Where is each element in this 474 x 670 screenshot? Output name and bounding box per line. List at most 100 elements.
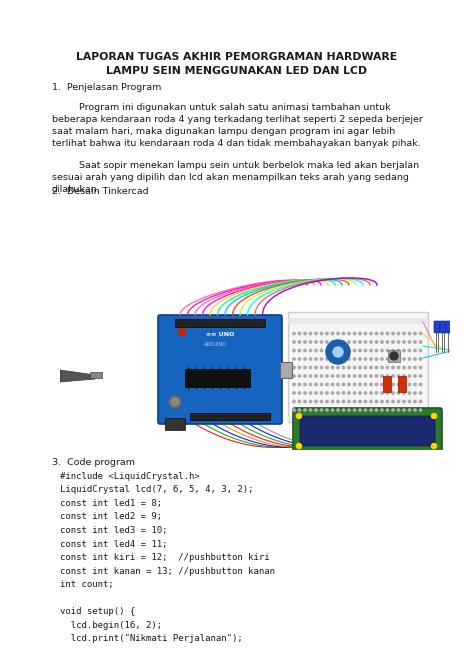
FancyBboxPatch shape — [440, 321, 446, 333]
Text: const int led2 = 9;: const int led2 = 9; — [60, 513, 162, 521]
Circle shape — [381, 409, 383, 411]
Circle shape — [315, 400, 317, 403]
Circle shape — [419, 358, 422, 360]
Circle shape — [353, 332, 356, 335]
Circle shape — [315, 409, 317, 411]
Circle shape — [397, 375, 400, 377]
FancyBboxPatch shape — [446, 321, 452, 333]
Circle shape — [392, 409, 394, 411]
Circle shape — [408, 332, 410, 335]
Circle shape — [348, 358, 350, 360]
Circle shape — [304, 341, 306, 343]
Circle shape — [408, 392, 410, 394]
Circle shape — [331, 392, 334, 394]
Circle shape — [359, 392, 361, 394]
Circle shape — [381, 400, 383, 403]
Circle shape — [304, 349, 306, 352]
Circle shape — [375, 358, 378, 360]
Circle shape — [375, 341, 378, 343]
Circle shape — [304, 332, 306, 335]
Circle shape — [359, 341, 361, 343]
Circle shape — [320, 332, 323, 335]
Circle shape — [304, 375, 306, 377]
Circle shape — [397, 341, 400, 343]
Circle shape — [392, 400, 394, 403]
Circle shape — [397, 383, 400, 386]
Circle shape — [375, 366, 378, 368]
Circle shape — [348, 392, 350, 394]
Circle shape — [408, 366, 410, 368]
Circle shape — [370, 349, 372, 352]
Circle shape — [353, 349, 356, 352]
Polygon shape — [60, 370, 95, 382]
Text: const int kanan = 13; //pushbutton kanan: const int kanan = 13; //pushbutton kanan — [60, 567, 275, 576]
Circle shape — [386, 332, 389, 335]
Circle shape — [310, 392, 312, 394]
Circle shape — [386, 375, 389, 377]
Circle shape — [326, 366, 328, 368]
Bar — [280, 362, 292, 378]
Circle shape — [320, 400, 323, 403]
Circle shape — [386, 409, 389, 411]
Circle shape — [414, 366, 416, 368]
Text: LAPORAN TUGAS AKHIR PEMORGRAMAN HARDWARE: LAPORAN TUGAS AKHIR PEMORGRAMAN HARDWARE — [76, 52, 398, 62]
Circle shape — [331, 375, 334, 377]
Circle shape — [403, 375, 405, 377]
Circle shape — [414, 392, 416, 394]
Circle shape — [375, 375, 378, 377]
Circle shape — [326, 332, 328, 335]
Bar — [288, 416, 428, 422]
Circle shape — [392, 375, 394, 377]
Circle shape — [353, 392, 356, 394]
Circle shape — [370, 375, 372, 377]
Circle shape — [419, 366, 422, 368]
Circle shape — [348, 341, 350, 343]
Bar — [185, 369, 250, 387]
Circle shape — [293, 383, 295, 386]
Circle shape — [419, 383, 422, 386]
Circle shape — [310, 383, 312, 386]
Circle shape — [342, 358, 345, 360]
Circle shape — [370, 400, 372, 403]
Circle shape — [310, 375, 312, 377]
Circle shape — [403, 332, 405, 335]
Circle shape — [397, 358, 400, 360]
Circle shape — [381, 383, 383, 386]
Circle shape — [342, 341, 345, 343]
Circle shape — [414, 400, 416, 403]
Text: 2.  Desain Tinkercad: 2. Desain Tinkercad — [52, 187, 149, 196]
Circle shape — [359, 332, 361, 335]
Circle shape — [326, 341, 328, 343]
Text: ARDUINO: ARDUINO — [203, 342, 227, 348]
Circle shape — [386, 383, 389, 386]
Circle shape — [320, 383, 323, 386]
Circle shape — [419, 349, 422, 352]
Circle shape — [359, 375, 361, 377]
Text: void setup() {: void setup() { — [60, 607, 135, 616]
Circle shape — [359, 400, 361, 403]
Bar — [398, 376, 406, 392]
Circle shape — [386, 358, 389, 360]
Circle shape — [315, 341, 317, 343]
Circle shape — [403, 349, 405, 352]
Circle shape — [320, 392, 323, 394]
Circle shape — [365, 366, 367, 368]
Circle shape — [359, 409, 361, 411]
Circle shape — [331, 409, 334, 411]
Circle shape — [408, 383, 410, 386]
Circle shape — [403, 409, 405, 411]
Text: 3.  Code program: 3. Code program — [52, 458, 135, 467]
Circle shape — [359, 366, 361, 368]
Circle shape — [431, 444, 437, 448]
Circle shape — [375, 383, 378, 386]
Circle shape — [326, 349, 328, 352]
Circle shape — [310, 400, 312, 403]
Circle shape — [375, 392, 378, 394]
Text: Saat sopir menekan lampu sein untuk berbelok maka led akan berjalan
sesuai arah : Saat sopir menekan lampu sein untuk berb… — [52, 161, 419, 194]
Circle shape — [298, 349, 301, 352]
Circle shape — [298, 366, 301, 368]
Circle shape — [310, 341, 312, 343]
Circle shape — [381, 375, 383, 377]
Text: LAMPU SEIN MENGGUNAKAN LED DAN LCD: LAMPU SEIN MENGGUNAKAN LED DAN LCD — [107, 66, 367, 76]
Circle shape — [365, 400, 367, 403]
